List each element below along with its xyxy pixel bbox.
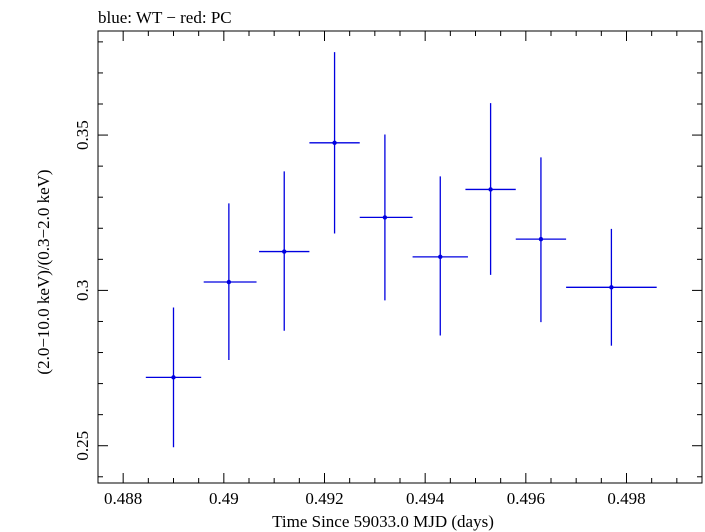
- y-tick-label: 0.35: [73, 120, 92, 150]
- x-tick-label: 0.49: [209, 489, 239, 508]
- data-point: [515, 157, 567, 323]
- point-marker: [609, 285, 614, 290]
- x-axis-label: Time Since 59033.0 MJD (days): [272, 512, 494, 531]
- point-marker: [171, 375, 176, 380]
- y-axis-label: (2.0−10.0 keV)/(0.3−2.0 keV): [34, 169, 53, 374]
- x-tick-label: 0.494: [406, 489, 445, 508]
- data-point: [412, 176, 468, 336]
- point-marker: [226, 279, 232, 285]
- point-marker: [382, 215, 388, 220]
- y-tick-label: 0.25: [73, 431, 92, 461]
- axis-ticks: [97, 31, 703, 483]
- data-point: [259, 171, 310, 331]
- x-tick-labels: 0.488 0.49 0.492 0.494 0.496 0.498: [104, 489, 646, 508]
- x-tick-label: 0.488: [104, 489, 142, 508]
- point-marker: [538, 236, 544, 242]
- data-point: [566, 228, 657, 346]
- point-marker: [438, 254, 443, 260]
- data-point: [203, 203, 257, 360]
- x-tick-label: 0.492: [305, 489, 343, 508]
- point-marker: [332, 140, 337, 146]
- y-tick-labels: 0.25 0.3 0.35: [73, 120, 92, 460]
- point-marker: [488, 187, 493, 192]
- data-point: [309, 52, 360, 234]
- point-marker: [282, 249, 287, 254]
- chart-title: blue: WT − red: PC: [98, 8, 232, 27]
- y-tick-label: 0.3: [73, 280, 92, 301]
- data-point: [359, 134, 413, 301]
- data-point: [145, 307, 202, 448]
- x-tick-label: 0.498: [607, 489, 645, 508]
- x-tick-label: 0.496: [507, 489, 545, 508]
- data-points: [145, 52, 657, 448]
- data-point: [465, 103, 516, 275]
